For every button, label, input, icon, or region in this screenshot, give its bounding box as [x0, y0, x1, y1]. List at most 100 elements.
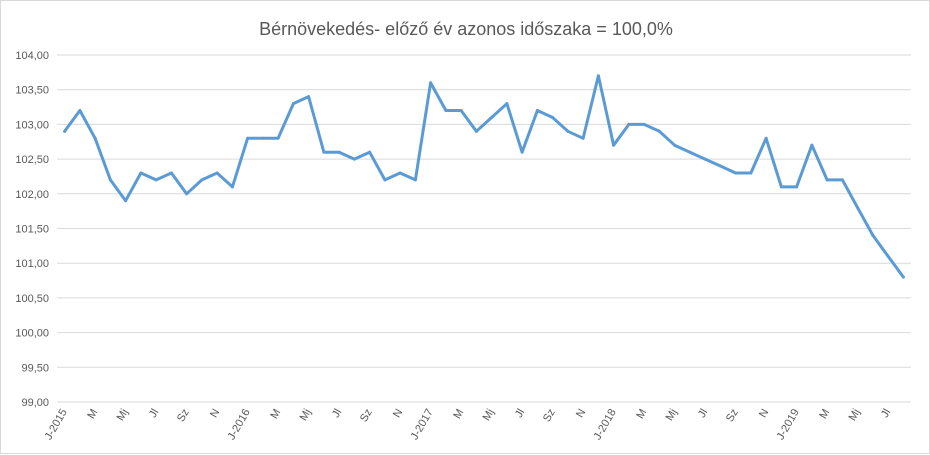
data-point: [718, 164, 722, 168]
data-point: [261, 136, 265, 140]
y-tick-label: 100,50: [15, 293, 49, 305]
data-point: [520, 150, 524, 154]
data-point: [246, 136, 250, 140]
data-point: [840, 178, 844, 182]
chart-title: Bérnövekedés- előző év azonos időszaka =…: [259, 19, 673, 39]
x-axis-tick-labels: J-2015 M Mj Jl Sz N J-2016 M Mj Jl Sz N J-2017 M Mj Jl S…: [43, 407, 894, 442]
y-tick-label: 104,00: [15, 50, 49, 62]
y-tick-label: 103,00: [15, 119, 49, 131]
data-point: [108, 178, 112, 182]
data-point: [124, 199, 128, 203]
x-tick-label: J-2019: [775, 407, 802, 442]
data-point: [459, 109, 463, 113]
data-point: [490, 115, 494, 119]
x-tick-label: Sz: [541, 407, 558, 424]
y-tick-label: 102,50: [15, 154, 49, 166]
gridlines: [57, 54, 911, 403]
data-point: [200, 178, 204, 182]
series-layer: [63, 74, 905, 279]
x-tick-label: Sz: [358, 407, 375, 424]
data-point: [154, 178, 158, 182]
data-point: [276, 136, 280, 140]
data-point: [856, 206, 860, 210]
data-point: [322, 150, 326, 154]
data-point: [642, 122, 646, 126]
data-point: [337, 150, 341, 154]
data-point: [474, 129, 478, 133]
data-point: [795, 185, 799, 189]
x-tick-label: M: [634, 407, 649, 421]
x-tick-label: Jl: [879, 407, 893, 420]
data-point: [78, 109, 82, 113]
y-tick-label: 103,50: [15, 85, 49, 97]
x-tick-label: Mj: [298, 407, 314, 423]
data-point: [169, 171, 173, 175]
x-tick-label: N: [757, 407, 771, 420]
y-tick-label: 99,00: [21, 397, 49, 409]
x-tick-label: Jl: [330, 407, 344, 420]
x-tick-label: Jl: [147, 407, 161, 420]
data-point: [429, 81, 433, 85]
data-point: [413, 178, 417, 182]
data-point: [871, 233, 875, 237]
data-point: [596, 74, 600, 78]
y-tick-label: 101,00: [15, 258, 49, 270]
y-axis-tick-labels: 99,00 99,50 100,00 100,50 101,00 101,50 102,00…: [15, 50, 49, 409]
data-point: [398, 171, 402, 175]
x-tick-label: M: [85, 407, 100, 421]
data-point: [673, 143, 677, 147]
data-point: [627, 122, 631, 126]
y-tick-label: 102,00: [15, 189, 49, 201]
x-tick-label: Jl: [696, 407, 710, 420]
data-point: [703, 157, 707, 161]
data-point: [535, 109, 539, 113]
data-point: [612, 143, 616, 147]
data-point: [810, 143, 814, 147]
series-line-0: [63, 74, 905, 279]
x-tick-label: J-2016: [226, 407, 253, 442]
data-point: [215, 171, 219, 175]
data-point: [185, 192, 189, 196]
x-tick-label: J-2017: [409, 407, 436, 442]
x-tick-label: Mj: [481, 407, 497, 423]
x-tick-label: Mj: [664, 407, 680, 423]
data-point: [657, 129, 661, 133]
data-point: [291, 102, 295, 106]
y-tick-label: 100,00: [15, 328, 49, 340]
data-point: [551, 115, 555, 119]
x-tick-label: N: [391, 407, 405, 420]
data-point: [779, 185, 783, 189]
data-point: [368, 150, 372, 154]
data-point: [93, 136, 97, 140]
x-tick-label: M: [268, 407, 283, 421]
data-point: [139, 171, 143, 175]
x-tick-label: Mj: [115, 407, 131, 423]
data-point: [749, 171, 753, 175]
data-point: [63, 129, 67, 133]
x-tick-label: J-2018: [592, 407, 619, 442]
data-point: [352, 157, 356, 161]
data-point: [764, 136, 768, 140]
data-point: [886, 254, 890, 258]
x-tick-label: Jl: [513, 407, 527, 420]
y-tick-label: 99,50: [21, 362, 49, 374]
data-point: [825, 178, 829, 182]
data-point: [734, 171, 738, 175]
x-tick-label: N: [574, 407, 588, 420]
data-point: [444, 109, 448, 113]
data-point: [566, 129, 570, 133]
data-point: [581, 136, 585, 140]
x-tick-label: Sz: [724, 407, 741, 424]
data-point: [901, 275, 905, 279]
x-tick-label: J-2015: [43, 407, 70, 442]
data-point: [230, 185, 234, 189]
x-tick-label: M: [451, 407, 466, 421]
x-tick-label: Sz: [175, 407, 192, 424]
x-tick-label: N: [208, 407, 222, 420]
y-tick-label: 101,50: [15, 224, 49, 236]
x-tick-label: M: [817, 407, 832, 421]
data-point: [688, 150, 692, 154]
x-tick-label: Mj: [847, 407, 863, 423]
